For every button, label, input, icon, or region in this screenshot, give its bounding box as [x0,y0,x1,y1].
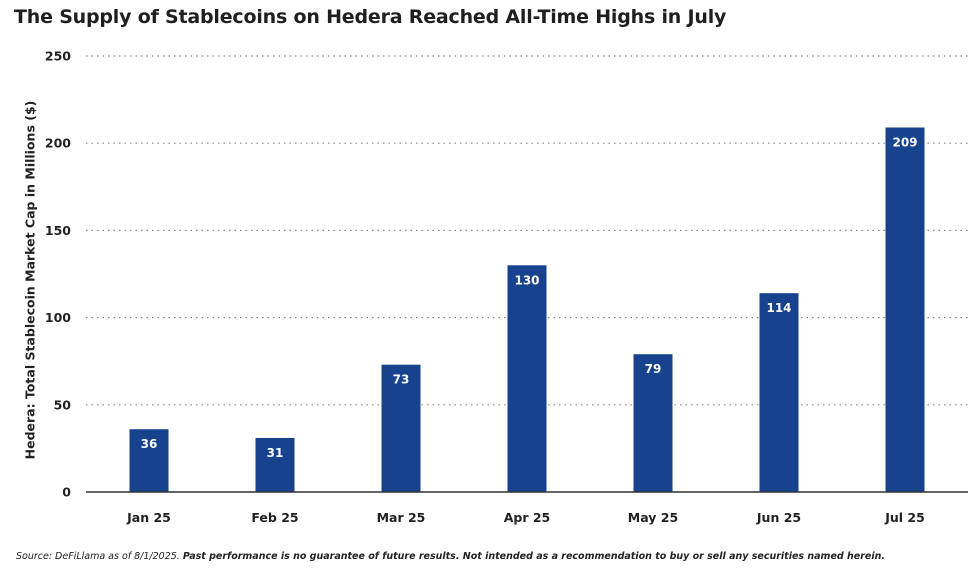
x-tick-label: May 25 [628,510,678,525]
x-tick-label: Jan 25 [126,510,171,525]
x-tick-label: Apr 25 [504,510,551,525]
bar-data-label: 31 [267,446,284,460]
disclaimer-text: Past performance is no guarantee of futu… [182,551,885,562]
bar-data-label: 79 [645,362,662,376]
y-axis-ticks: 0 50 100 150 200 250 [45,49,71,500]
x-tick-label: Mar 25 [377,510,426,525]
bar-data-label: 130 [514,273,539,287]
y-tick-label: 100 [45,310,71,325]
bar [633,354,673,492]
bar [885,127,925,492]
bar-data-label: 209 [892,136,917,150]
x-tick-label: Jun 25 [756,510,801,525]
y-tick-label: 250 [45,49,71,64]
y-tick-label: 0 [62,485,71,500]
bar [255,437,295,492]
bar-data-label: 114 [766,301,791,315]
bar [129,429,169,492]
x-tick-label: Jul 25 [884,510,925,525]
x-axis-ticks: Jan 25 Feb 25 Mar 25 Apr 25 May 25 Jun 25 Jul … [126,510,925,525]
footer-note: Source: DeFiLlama as of 8/1/2025. Past p… [16,551,885,562]
bar [759,293,799,492]
data-labels: 36 31 73 130 79 114 209 [141,136,918,460]
y-tick-label: 200 [45,136,71,151]
x-tick-label: Feb 25 [251,510,298,525]
chart-title: The Supply of Stablecoins on Hedera Reac… [14,6,727,28]
bar [381,364,421,492]
y-tick-label: 50 [54,397,72,412]
bar-data-label: 73 [393,373,410,387]
y-tick-label: 150 [45,223,71,238]
source-text: Source: DeFiLlama as of 8/1/2025. [16,551,180,562]
bars [129,127,925,492]
bar-data-label: 36 [141,437,158,451]
bar [507,265,547,492]
